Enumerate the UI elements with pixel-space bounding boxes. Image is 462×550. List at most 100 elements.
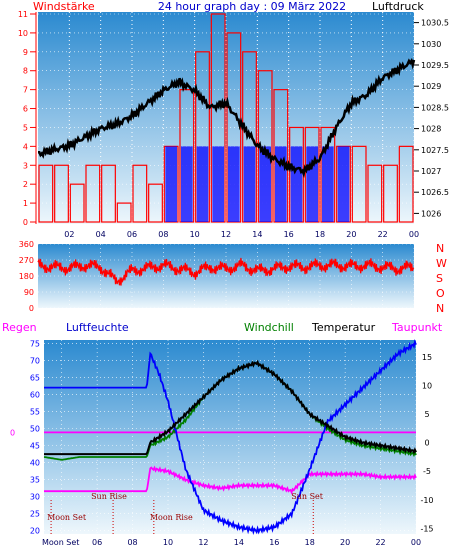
temperature-tick-label: 15 bbox=[422, 353, 432, 362]
lower-hour-tick-label: 00 bbox=[411, 538, 421, 547]
wind-gust-bar bbox=[322, 146, 334, 222]
direction-axis-ticks: 0 90 180 270 360 bbox=[19, 240, 34, 313]
wind-axis-title: Windstärke bbox=[33, 0, 95, 13]
humidity-tick-label: 70 bbox=[30, 356, 40, 365]
wind-gust-bar bbox=[196, 146, 209, 222]
hour-tick-label: 12 bbox=[221, 230, 231, 239]
wind-pressure-grid bbox=[38, 12, 415, 224]
wind-tick-label: 0 bbox=[23, 218, 28, 227]
temperature-axis-ticks: -15 -10 -5 0 5 10 15 bbox=[420, 353, 433, 533]
wind-gust-bar bbox=[290, 146, 303, 222]
lower-hour-axis-ticks: 06 08 10 12 14 16 18 20 22 00 Moon Set bbox=[42, 538, 421, 547]
wind-speed-bar bbox=[132, 164, 148, 223]
hour-tick-label: 18 bbox=[315, 230, 325, 239]
pressure-tick-label: 1028 bbox=[421, 125, 441, 134]
humidity-tick-label: 40 bbox=[30, 459, 40, 468]
regen-axis-ticks: 0 bbox=[10, 428, 15, 437]
humidity-tick-label: 25 bbox=[30, 510, 40, 519]
humidity-tick-label: 20 bbox=[30, 527, 40, 536]
direction-tick-label: 180 bbox=[19, 272, 34, 281]
humidity-axis-ticks: 20 25 30 35 40 45 50 55 60 65 70 75 bbox=[30, 339, 40, 535]
hour-tick-label: 02 bbox=[64, 230, 74, 239]
wind-gust-bar bbox=[306, 146, 318, 222]
wind-speed-bar bbox=[85, 164, 101, 223]
lower-hour-tick-label: 20 bbox=[340, 538, 350, 547]
wind-axis-ticks: 0 1 2 3 4 5 6 7 8 9 10 11 bbox=[18, 10, 37, 227]
humidity-temperature-plot bbox=[44, 340, 416, 534]
wind-speed-bar bbox=[54, 164, 69, 223]
astro-label: Sun Rise bbox=[91, 492, 127, 501]
humidity-tick-label: 65 bbox=[30, 373, 40, 382]
pressure-tick-label: 1030 bbox=[421, 40, 441, 49]
chart-title: 24 hour graph day : 09 März 2022 bbox=[158, 0, 346, 13]
lower-hour-tick-label: 12 bbox=[198, 538, 208, 547]
astro-annotations: Moon Set Sun Rise Moon Rise Sun Set bbox=[47, 492, 324, 534]
humidity-tick-label: 30 bbox=[30, 493, 40, 502]
pressure-tick-label: 1030.5 bbox=[421, 19, 449, 28]
wind-speed-bar bbox=[398, 145, 414, 223]
direction-tick-label: 0 bbox=[29, 304, 34, 313]
temperature-tick-label: 10 bbox=[422, 382, 432, 391]
lower-hour-tick-label: 18 bbox=[305, 538, 315, 547]
wind-speed-bar bbox=[367, 164, 383, 223]
hour-tick-label: 20 bbox=[346, 230, 356, 239]
astro-label: Sun Set bbox=[291, 492, 324, 501]
wind-speed-bar bbox=[101, 164, 116, 223]
wind-tick-label: 11 bbox=[18, 10, 28, 19]
hour-tick-label: 06 bbox=[127, 230, 137, 239]
hour-tick-label: 14 bbox=[252, 230, 262, 239]
temperature-line bbox=[44, 359, 417, 456]
humidity-tick-label: 50 bbox=[30, 424, 40, 433]
wind-tick-label: 3 bbox=[23, 161, 28, 170]
astro-label: Moon Set bbox=[47, 513, 87, 522]
compass-label: S bbox=[436, 272, 443, 285]
wind-gust-bar bbox=[243, 146, 256, 222]
temperature-tick-label: -5 bbox=[423, 467, 431, 476]
pressure-tick-label: 1028.5 bbox=[421, 103, 449, 112]
wind-speed-bar bbox=[116, 202, 132, 223]
humidity-tick-label: 35 bbox=[30, 476, 40, 485]
direction-tick-label: 90 bbox=[24, 288, 34, 297]
wind-tick-label: 9 bbox=[23, 48, 28, 57]
humidity-line bbox=[44, 339, 417, 535]
wind-tick-label: 4 bbox=[23, 142, 28, 151]
hour-tick-label: 16 bbox=[284, 230, 294, 239]
wind-tick-label: 5 bbox=[23, 123, 28, 132]
compass-label: N bbox=[436, 302, 444, 315]
pressure-tick-label: 1029 bbox=[421, 82, 441, 91]
dewpoint-legend: Taupunkt bbox=[391, 321, 443, 334]
wind-tick-label: 2 bbox=[23, 180, 28, 189]
humidity-axis-title: Luftfeuchte bbox=[66, 321, 129, 334]
temperature-tick-label: 0 bbox=[424, 439, 429, 448]
compass-label: N bbox=[436, 242, 444, 255]
lower-hour-tick-label: 16 bbox=[269, 538, 279, 547]
windchill-legend: Windchill bbox=[244, 321, 294, 334]
pressure-line bbox=[38, 57, 416, 179]
wind-tick-label: 7 bbox=[23, 86, 28, 95]
temperature-legend: Temperatur bbox=[311, 321, 376, 334]
pressure-tick-label: 1026 bbox=[421, 209, 441, 218]
lower-hour-tick-label: 06 bbox=[92, 538, 102, 547]
lower-hour-tick-label: 08 bbox=[127, 538, 137, 547]
regen-axis-title: Regen bbox=[2, 321, 37, 334]
hour-tick-label: 04 bbox=[96, 230, 106, 239]
pressure-axis-title: Luftdruck bbox=[372, 0, 424, 13]
wind-gust-bar bbox=[165, 146, 177, 222]
humidity-temperature-lines bbox=[43, 339, 417, 535]
wind-direction-line bbox=[37, 257, 415, 286]
wind-gust-bar bbox=[181, 146, 193, 222]
temperature-tick-label: -15 bbox=[420, 524, 433, 533]
regen-tick-label: 0 bbox=[10, 428, 15, 437]
astro-label: Moon Rise bbox=[150, 513, 193, 522]
direction-tick-label: 270 bbox=[19, 256, 34, 265]
humidity-tick-label: 75 bbox=[30, 339, 40, 348]
temperature-tick-label: -10 bbox=[420, 496, 433, 505]
wind-tick-label: 10 bbox=[18, 29, 28, 38]
wind-speed-bar bbox=[383, 164, 398, 223]
pressure-tick-label: 1026.5 bbox=[421, 188, 449, 197]
pressure-tick-label: 1029.5 bbox=[421, 61, 449, 70]
lower-hour-tick-label: 22 bbox=[375, 538, 385, 547]
direction-tick-label: 360 bbox=[19, 240, 34, 249]
humidity-tick-label: 60 bbox=[30, 390, 40, 399]
